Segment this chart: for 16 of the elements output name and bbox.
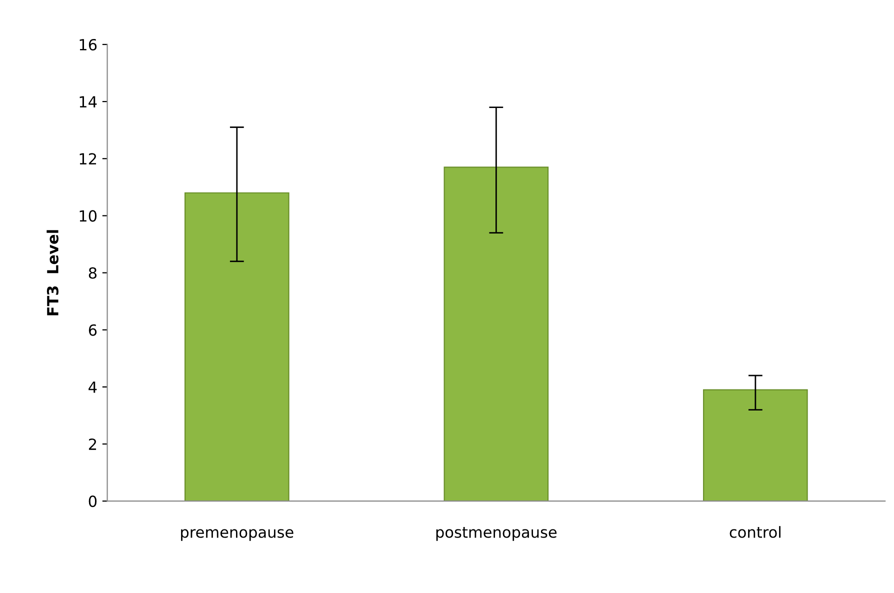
y-tick-label: 10 — [80, 210, 97, 222]
x-tick-label: postmenopause — [436, 526, 557, 541]
y-tick-label: 4 — [88, 382, 97, 393]
y-tick-label: 2 — [88, 438, 96, 450]
y-tick-label: 6 — [88, 324, 97, 336]
y-tick-label: 12 — [80, 153, 96, 164]
bar — [184, 192, 290, 502]
x-tick-label: premenopause — [181, 529, 294, 541]
bar — [703, 389, 808, 502]
bar — [444, 166, 549, 502]
y-axis-title: FT3 Level — [46, 230, 58, 316]
y-tick-label: 14 — [80, 96, 97, 108]
y-tick-label: 16 — [80, 38, 97, 50]
x-tick-label: control — [730, 526, 780, 538]
y-tick-label: 0 — [88, 496, 97, 508]
y-tick-label: 8 — [88, 267, 97, 279]
